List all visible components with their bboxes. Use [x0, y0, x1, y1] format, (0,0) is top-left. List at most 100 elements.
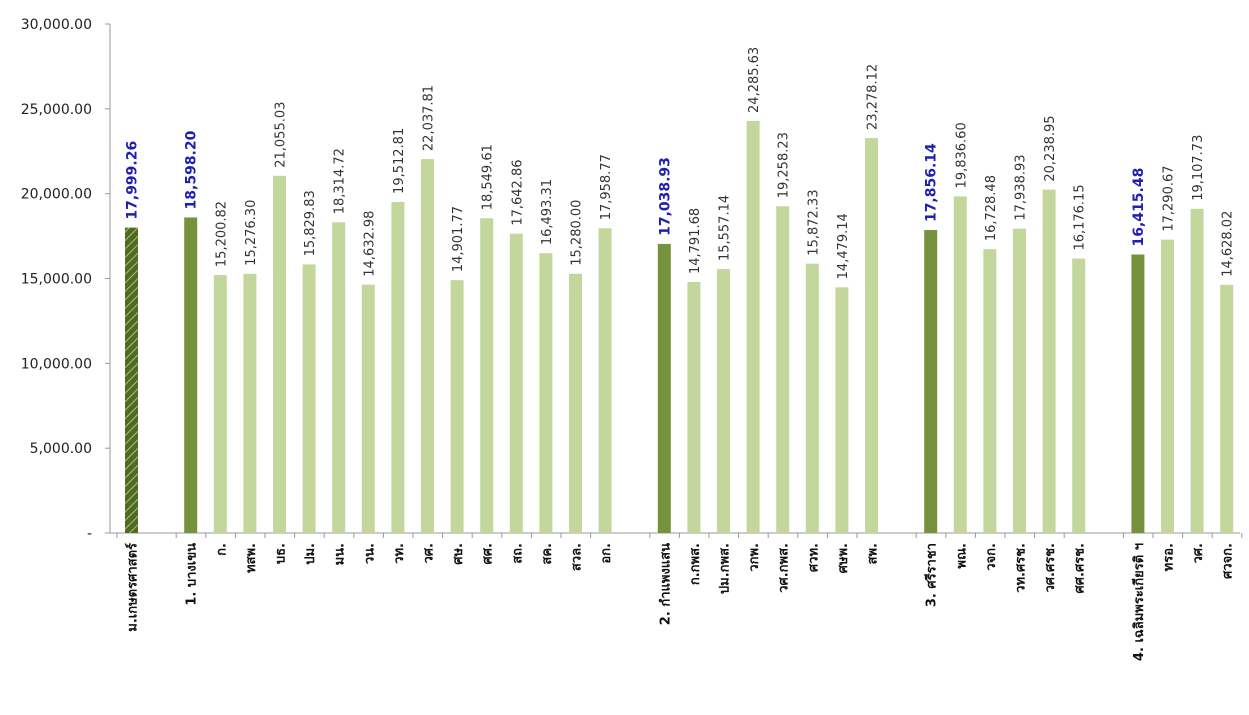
- value-label: 24,285.63: [747, 47, 762, 113]
- bar-faculty: [569, 273, 582, 533]
- bar-faculty: [539, 253, 553, 533]
- category-label: วกพ.: [747, 543, 762, 572]
- value-label: 17,038.93: [657, 157, 673, 236]
- bar-faculty: [805, 263, 819, 533]
- value-label: 15,200.82: [214, 201, 229, 267]
- category-label: อก.: [599, 543, 614, 564]
- value-label: 18,549.61: [481, 144, 496, 210]
- y-tick-label: -: [87, 526, 92, 542]
- value-label: 17,958.77: [599, 154, 614, 220]
- value-label: 16,728.48: [984, 175, 999, 241]
- category-label: ทสพ.: [244, 543, 259, 573]
- value-labels-group: 17,999.26 18,598.20 15,200.82 15,276.30 21,0…: [125, 47, 1236, 280]
- category-labels-group: ม.เกษตรศาสตร์ 1. บางเขน ก. ทสพ. บธ. ปม. มน. วน.…: [125, 543, 1236, 661]
- bar-faculty: [746, 120, 760, 534]
- value-label: 19,258.23: [777, 132, 792, 198]
- category-label: ก.กพส.: [688, 543, 703, 585]
- value-label: 14,632.98: [362, 211, 377, 277]
- bar-faculty: [717, 269, 730, 533]
- y-tick-label: 10,000.00: [21, 356, 92, 372]
- value-label: 15,557.14: [718, 195, 733, 261]
- y-tick-label: 25,000.00: [21, 102, 92, 118]
- category-label: สวล.: [570, 543, 585, 571]
- category-label: พณ.: [954, 543, 969, 569]
- category-label: วจก.: [984, 543, 999, 571]
- category-label: 2. กำแพงแสน: [657, 543, 673, 625]
- category-label: มน.: [333, 543, 348, 565]
- bar-faculty: [302, 264, 316, 533]
- category-label: วศ.กพส.: [777, 543, 792, 593]
- bar-faculty: [1042, 189, 1056, 533]
- category-label: ศศ.: [481, 543, 496, 564]
- bar-faculty: [421, 159, 434, 533]
- category-label: ก.: [214, 543, 229, 556]
- value-label: 16,493.31: [540, 179, 555, 245]
- value-label: 17,642.86: [510, 159, 525, 225]
- category-label: ปม.: [303, 543, 318, 565]
- value-label: 19,107.73: [1191, 135, 1206, 201]
- value-label: 22,037.81: [422, 85, 437, 151]
- bar-campus: [1131, 254, 1145, 534]
- category-label: วศ.: [1191, 543, 1206, 564]
- value-label: 16,415.48: [1131, 168, 1147, 247]
- value-label: 14,628.02: [1221, 211, 1236, 277]
- value-label: 17,856.14: [924, 143, 940, 222]
- bar-faculty: [1072, 258, 1086, 533]
- value-label: 15,280.00: [570, 200, 585, 266]
- y-axis: - 5,000.00 10,000.00 15,000.00 20,000.00 25,0…: [21, 17, 111, 542]
- value-label: 15,276.30: [244, 200, 259, 266]
- bar-university: [125, 227, 138, 533]
- y-tick-label: 15,000.00: [21, 272, 92, 288]
- bars-group: [125, 120, 1234, 534]
- bar-faculty: [361, 284, 375, 533]
- category-label: 4. เฉลิมพระเกียรติ ฯ: [1131, 543, 1147, 661]
- y-tick-label: 5,000.00: [30, 441, 92, 457]
- category-label: ศวจก.: [1221, 543, 1236, 579]
- category-label: วน.: [362, 543, 377, 564]
- bar-campus: [657, 243, 671, 533]
- category-label: สค.: [540, 543, 555, 565]
- bar-faculty: [480, 218, 494, 533]
- bar-faculty: [243, 273, 257, 533]
- category-label: วท.ศรช.: [1014, 543, 1029, 593]
- bar-campus: [924, 230, 938, 533]
- category-label: วศ.ศรช.: [1043, 543, 1058, 593]
- bar-faculty: [835, 287, 849, 533]
- category-label: ทรอ.: [1162, 543, 1177, 571]
- category-label: ศษ.: [451, 543, 466, 565]
- bar-faculty: [1013, 228, 1026, 533]
- bar-faculty: [332, 222, 346, 533]
- category-label: ศวท.: [806, 543, 821, 572]
- value-label: 15,872.33: [806, 190, 821, 256]
- value-label: 14,901.77: [451, 206, 466, 272]
- category-label: สถ.: [510, 543, 525, 564]
- value-label: 21,055.03: [274, 102, 289, 168]
- bar-faculty: [776, 206, 790, 534]
- y-tick-label: 30,000.00: [21, 17, 92, 33]
- bar-faculty: [509, 233, 523, 533]
- value-label: 15,829.83: [303, 190, 318, 256]
- value-label: 16,176.15: [1073, 184, 1088, 250]
- value-label: 17,938.93: [1014, 154, 1029, 220]
- bar-faculty: [687, 282, 701, 533]
- y-tick-label: 20,000.00: [21, 187, 92, 203]
- value-label: 19,512.81: [392, 128, 407, 194]
- category-label: สพ.: [866, 543, 881, 564]
- bar-faculty: [983, 249, 997, 533]
- value-label: 17,290.67: [1162, 165, 1177, 231]
- bar-faculty: [1190, 208, 1204, 533]
- x-axis: [110, 532, 1243, 538]
- bar-campus: [184, 217, 198, 533]
- value-label: 17,999.26: [125, 141, 141, 220]
- value-label: 18,598.20: [184, 130, 200, 209]
- category-label: 1. บางเขน: [185, 543, 200, 606]
- value-label: 23,278.12: [866, 64, 881, 130]
- bar-faculty: [213, 275, 227, 533]
- category-label: วท.: [392, 543, 407, 564]
- value-label: 14,479.14: [836, 213, 851, 279]
- category-label: 3. ศรีราชา: [924, 543, 940, 607]
- value-label: 20,238.95: [1043, 115, 1058, 181]
- category-label: ศศ.ศรช.: [1073, 543, 1088, 593]
